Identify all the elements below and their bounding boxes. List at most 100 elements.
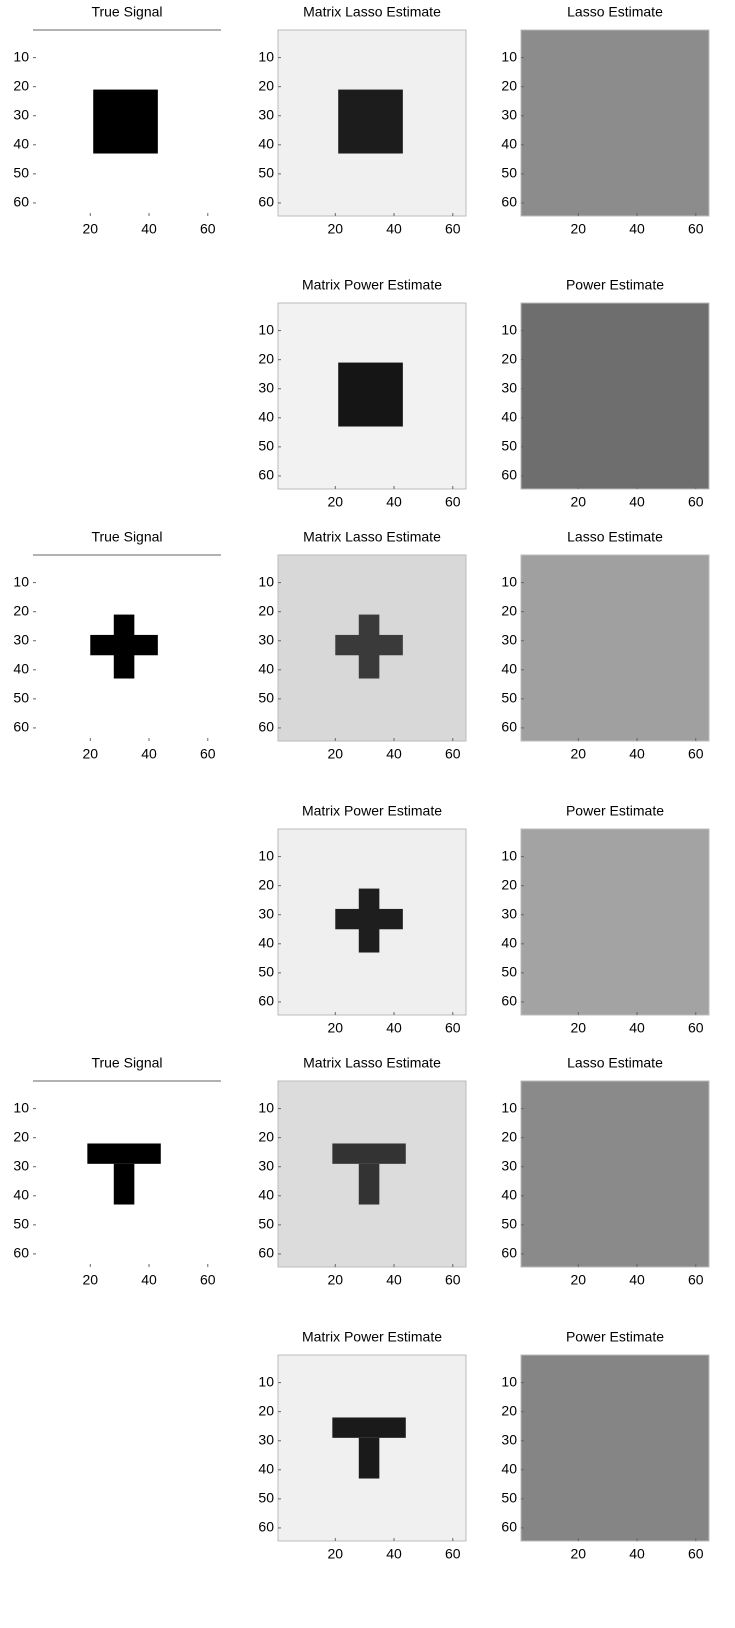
x-tick-label: 60 [200,746,216,762]
x-tick-label: 20 [570,746,586,762]
y-tick-label: 30 [501,379,517,395]
y-tick-label: 30 [13,106,29,122]
x-tick-label: 20 [570,221,586,237]
x-tick-label: 40 [629,1020,645,1036]
y-tick-label: 30 [258,1157,274,1173]
y-tick-label: 60 [258,993,274,1009]
y-tick-label: 30 [258,631,274,647]
y-tick-label: 50 [13,165,29,181]
y-tick-label: 10 [258,48,274,64]
y-tick-label: 40 [258,661,274,677]
y-tick-label: 10 [258,1373,274,1389]
panel-title: True Signal [91,1055,162,1071]
x-tick-label: 60 [200,1272,216,1288]
y-tick-label: 60 [501,467,517,483]
y-tick-label: 50 [258,1490,274,1506]
y-tick-label: 60 [13,719,29,735]
y-tick-label: 50 [501,165,517,181]
panel-title: Lasso Estimate [567,1055,663,1071]
y-tick-label: 20 [258,1402,274,1418]
y-tick-label: 30 [501,106,517,122]
block [358,1437,380,1479]
x-tick-label: 20 [570,1272,586,1288]
x-tick-label: 20 [327,494,343,510]
image-background [520,828,710,1016]
image-background [520,1354,710,1542]
x-tick-label: 60 [445,746,461,762]
y-tick-label: 50 [501,1490,517,1506]
x-tick-label: 60 [445,1546,461,1562]
x-tick-label: 60 [688,1272,704,1288]
y-tick-label: 30 [501,1157,517,1173]
x-tick-label: 60 [688,1546,704,1562]
panel-title: Matrix Power Estimate [302,1329,442,1345]
block [87,1143,161,1164]
y-tick-label: 40 [258,409,274,425]
y-tick-label: 20 [13,77,29,93]
y-tick-label: 30 [258,106,274,122]
x-tick-label: 60 [688,221,704,237]
block [93,89,158,154]
y-tick-label: 10 [258,847,274,863]
panel-title: Power Estimate [566,1329,664,1345]
y-tick-label: 50 [258,1216,274,1232]
y-tick-label: 50 [13,690,29,706]
x-tick-label: 60 [445,494,461,510]
x-tick-label: 40 [386,746,402,762]
x-tick-label: 20 [82,1272,98,1288]
panel-title: Matrix Power Estimate [302,277,442,293]
x-tick-label: 40 [386,221,402,237]
x-tick-label: 20 [82,746,98,762]
block [335,634,403,656]
y-tick-label: 40 [501,661,517,677]
panel-title: Matrix Lasso Estimate [303,529,441,545]
image-background [520,29,710,217]
y-tick-label: 10 [501,48,517,64]
y-tick-label: 60 [501,993,517,1009]
y-tick-label: 10 [258,321,274,337]
y-tick-label: 60 [258,1519,274,1535]
y-tick-label: 20 [501,1128,517,1144]
y-tick-label: 20 [501,602,517,618]
panel-title: Lasso Estimate [567,529,663,545]
block [90,634,158,656]
x-tick-label: 40 [629,746,645,762]
panel-title: Matrix Power Estimate [302,803,442,819]
x-tick-label: 20 [570,494,586,510]
x-tick-label: 60 [688,1020,704,1036]
x-tick-label: 60 [688,494,704,510]
y-tick-label: 40 [501,409,517,425]
y-tick-label: 50 [258,438,274,454]
panel-title: Matrix Lasso Estimate [303,1055,441,1071]
panel-title: Matrix Lasso Estimate [303,4,441,20]
y-tick-label: 10 [501,1099,517,1115]
y-tick-label: 20 [501,1402,517,1418]
x-tick-label: 60 [445,1272,461,1288]
x-tick-label: 40 [629,1272,645,1288]
panel-title: Lasso Estimate [567,4,663,20]
y-tick-label: 40 [501,1461,517,1477]
y-tick-label: 40 [13,136,29,152]
image-background [520,1080,710,1268]
y-tick-label: 40 [13,661,29,677]
y-tick-label: 50 [501,690,517,706]
block [338,362,403,427]
x-tick-label: 60 [445,221,461,237]
x-tick-label: 20 [327,1272,343,1288]
y-tick-label: 20 [501,350,517,366]
y-tick-label: 50 [258,690,274,706]
y-tick-label: 30 [501,905,517,921]
x-tick-label: 40 [386,1020,402,1036]
panel-title: True Signal [91,4,162,20]
y-tick-label: 10 [13,573,29,589]
x-tick-label: 20 [570,1020,586,1036]
y-tick-label: 10 [501,847,517,863]
y-tick-label: 10 [258,1099,274,1115]
y-tick-label: 20 [13,602,29,618]
panel-title: True Signal [91,529,162,545]
y-tick-label: 20 [13,1128,29,1144]
y-tick-label: 60 [501,194,517,210]
block [332,1143,406,1164]
panel-title: Power Estimate [566,803,664,819]
